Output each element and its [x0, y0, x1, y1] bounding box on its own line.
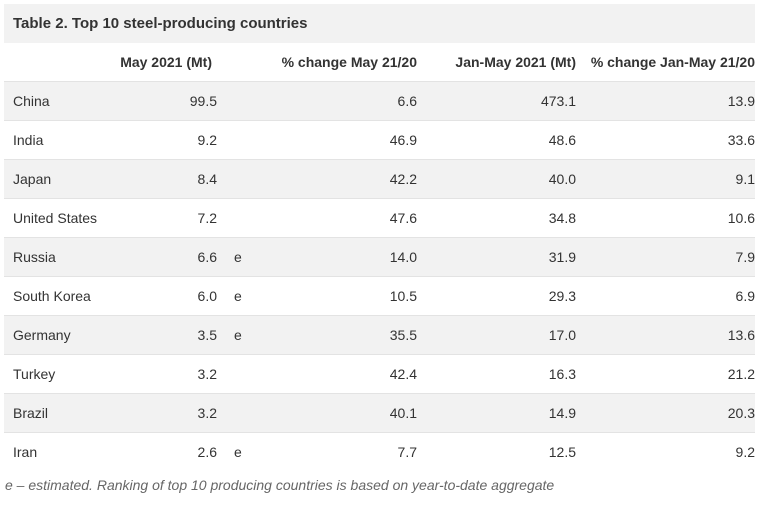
- cell-jan-may-2021: 12.5: [548, 444, 576, 460]
- cell-country: United States: [13, 210, 98, 226]
- table-row: Germany 3.5 e 35.5 17.0 13.6: [4, 315, 755, 355]
- cell-may-2021: 99.5: [189, 93, 217, 109]
- cell-pct-change-jan-may: 33.6: [727, 132, 755, 148]
- cell-jan-may-2021: 17.0: [548, 327, 576, 343]
- cell-pct-change-may: 35.5: [389, 327, 417, 343]
- cell-may-2021: 6.6: [197, 249, 217, 265]
- cell-estimate-flag: [217, 160, 247, 199]
- cell-pct-change-may: 7.7: [397, 444, 417, 460]
- cell-may-2021: 3.2: [197, 405, 217, 421]
- header-row: May 2021 (Mt) % change May 21/20 Jan-May…: [4, 43, 755, 82]
- table-row: China 99.5 6.6 473.1 13.9: [4, 81, 755, 121]
- cell-jan-may-2021: 16.3: [548, 366, 576, 382]
- header-pct-change-jan-may: % change Jan-May 21/20: [590, 54, 755, 70]
- header-pct-change-may: % change May 21/20: [281, 54, 417, 70]
- cell-country: Brazil: [13, 405, 49, 421]
- cell-jan-may-2021: 48.6: [548, 132, 576, 148]
- cell-pct-change-may: 46.9: [389, 132, 417, 148]
- table-row: India 9.2 46.9 48.6 33.6: [4, 120, 755, 160]
- cell-estimate-flag: e: [234, 288, 242, 304]
- cell-pct-change-may: 14.0: [389, 249, 417, 265]
- table-title: Table 2. Top 10 steel-producing countrie…: [4, 4, 755, 43]
- footnote: e – estimated. Ranking of top 10 produci…: [5, 477, 555, 493]
- cell-may-2021: 9.2: [197, 132, 217, 148]
- table-body: China 99.5 6.6 473.1 13.9 India 9.2 46.9 48.6 33.…: [4, 81, 755, 471]
- table-row: Japan 8.4 42.2 40.0 9.1: [4, 159, 755, 199]
- cell-estimate-flag: [217, 82, 247, 121]
- cell-pct-change-may: 40.1: [389, 405, 417, 421]
- table-row: Iran 2.6 e 7.7 12.5 9.2: [4, 432, 755, 471]
- cell-jan-may-2021: 29.3: [548, 288, 576, 304]
- cell-pct-change-jan-may: 10.6: [727, 210, 755, 226]
- cell-estimate-flag: e: [234, 249, 242, 265]
- cell-country: Iran: [13, 444, 38, 460]
- cell-pct-change-jan-may: 9.1: [735, 171, 755, 187]
- cell-may-2021: 7.2: [197, 210, 217, 226]
- cell-jan-may-2021: 473.1: [540, 93, 576, 109]
- cell-pct-change-jan-may: 21.2: [727, 366, 755, 382]
- cell-estimate-flag: e: [234, 444, 242, 460]
- cell-jan-may-2021: 14.9: [548, 405, 576, 421]
- cell-may-2021: 2.6: [197, 444, 217, 460]
- cell-may-2021: 6.0: [197, 288, 217, 304]
- cell-country: South Korea: [13, 288, 91, 304]
- cell-pct-change-jan-may: 13.6: [727, 327, 755, 343]
- header-estimate-flag: [217, 43, 247, 82]
- steel-production-table: May 2021 (Mt) % change May 21/20 Jan-May…: [4, 43, 755, 471]
- header-country: [4, 43, 104, 82]
- cell-pct-change-may: 42.4: [389, 366, 417, 382]
- table-row: United States 7.2 47.6 34.8 10.6: [4, 198, 755, 238]
- table-row: Turkey 3.2 42.4 16.3 21.2: [4, 354, 755, 394]
- cell-country: China: [13, 93, 50, 109]
- cell-pct-change-may: 42.2: [389, 171, 417, 187]
- cell-pct-change-jan-may: 6.9: [735, 288, 755, 304]
- cell-jan-may-2021: 34.8: [548, 210, 576, 226]
- cell-jan-may-2021: 40.0: [548, 171, 576, 187]
- cell-pct-change-may: 47.6: [389, 210, 417, 226]
- cell-may-2021: 3.5: [197, 327, 217, 343]
- cell-pct-change-jan-may: 9.2: [735, 444, 755, 460]
- cell-estimate-flag: e: [234, 327, 242, 343]
- cell-pct-change-jan-may: 13.9: [727, 93, 755, 109]
- cell-country: Turkey: [13, 366, 56, 382]
- cell-pct-change-jan-may: 7.9: [735, 249, 755, 265]
- table-row: South Korea 6.0 e 10.5 29.3 6.9: [4, 276, 755, 316]
- cell-country: Japan: [13, 171, 52, 187]
- header-may-2021: May 2021 (Mt): [120, 54, 212, 70]
- cell-may-2021: 8.4: [197, 171, 217, 187]
- cell-may-2021: 3.2: [197, 366, 217, 382]
- cell-estimate-flag: [217, 199, 247, 238]
- cell-estimate-flag: [217, 355, 247, 394]
- cell-pct-change-may: 10.5: [389, 288, 417, 304]
- cell-country: India: [13, 132, 44, 148]
- cell-estimate-flag: [217, 121, 247, 160]
- table-row: Russia 6.6 e 14.0 31.9 7.9: [4, 237, 755, 277]
- cell-estimate-flag: [217, 394, 247, 433]
- cell-jan-may-2021: 31.9: [548, 249, 576, 265]
- cell-country: Germany: [13, 327, 71, 343]
- table-row: Brazil 3.2 40.1 14.9 20.3: [4, 393, 755, 433]
- cell-country: Russia: [13, 249, 56, 265]
- header-jan-may-2021: Jan-May 2021 (Mt): [455, 54, 576, 70]
- cell-pct-change-may: 6.6: [397, 93, 417, 109]
- cell-pct-change-jan-may: 20.3: [727, 405, 755, 421]
